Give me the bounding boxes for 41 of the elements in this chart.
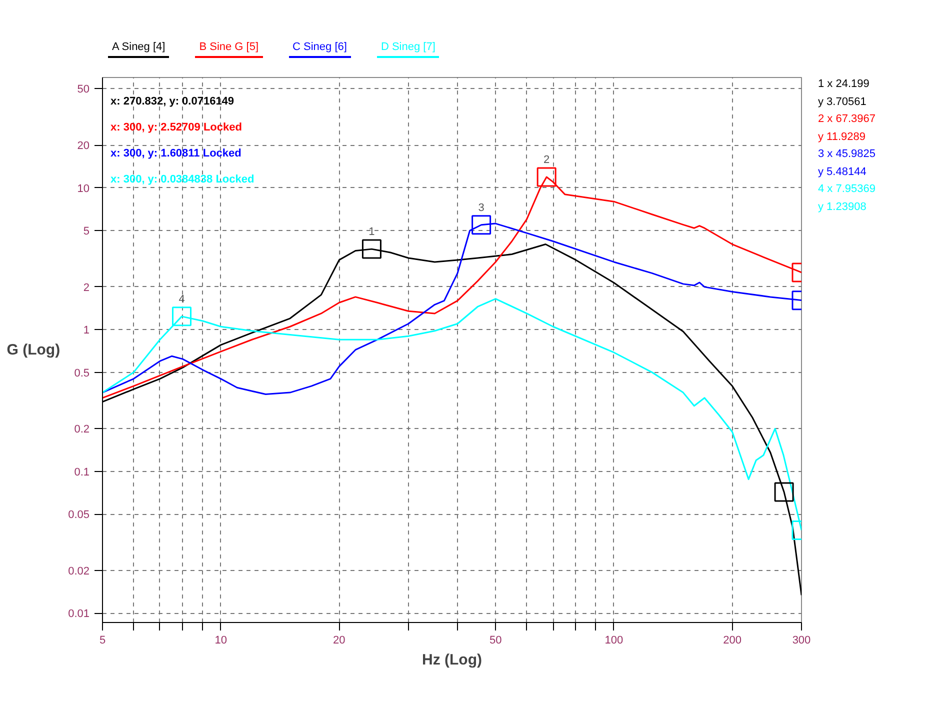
annotation: x: 300, y: 0.0384838 Locked [110,174,254,186]
annotation: x: 300, y: 1.60811 Locked [110,148,242,160]
x-axis-title: Hz (Log) [422,652,482,668]
x-tick-label: 20 [333,634,346,646]
y-tick-label: 5 [83,226,90,238]
x-tick-label: 300 [792,634,811,646]
x-tick-label: 200 [723,634,742,646]
x-tick-label: 10 [214,634,227,646]
text: A Sineg [4] [108,40,170,58]
x-tick-label: 50 [489,634,502,646]
annotation: 1 [368,226,375,238]
text: B Sine G [5] [195,40,263,58]
y-tick-label: 2 [83,282,90,294]
y-tick-label: 20 [77,140,90,152]
y-tick-label: 10 [77,182,90,195]
x-tick-label: 100 [604,634,624,646]
text: D Sineg [7] [376,40,440,58]
text: y 5.48144 [818,164,868,180]
text: y 3.70561 [818,94,868,110]
y-axis-title: G (Log) [6,342,60,358]
annotation: 3 [478,202,484,214]
annotation: 2 [544,154,550,166]
y-tick-label: 50 [77,84,90,96]
x-tick-label: 5 [99,634,106,646]
text: 1 x 24.199 [818,77,870,92]
y-tick-label: 0.1 [74,466,90,478]
y-tick-label: 0.2 [74,424,90,436]
text: 2 x 67.3967 [818,112,876,127]
y-tick-label: 0.02 [68,566,90,578]
annotation: x: 270.832, y: 0.0716149 [110,96,234,108]
annotation: 4 [178,293,185,306]
y-tick-label: 0.5 [74,367,90,380]
text: y 1.23908 [818,200,868,214]
y-tick-label: 0.05 [68,509,90,522]
text: 4 x 7.95369 [818,182,876,197]
text: y 11.9289 [818,130,867,144]
y-tick-label: 0.01 [68,608,90,620]
annotation: x: 300, y: 2.52709 Locked [110,122,242,134]
text: C Sineg [6] [288,40,351,58]
y-tick-label: 1 [83,324,90,337]
text: 3 x 45.9825 [818,147,876,162]
